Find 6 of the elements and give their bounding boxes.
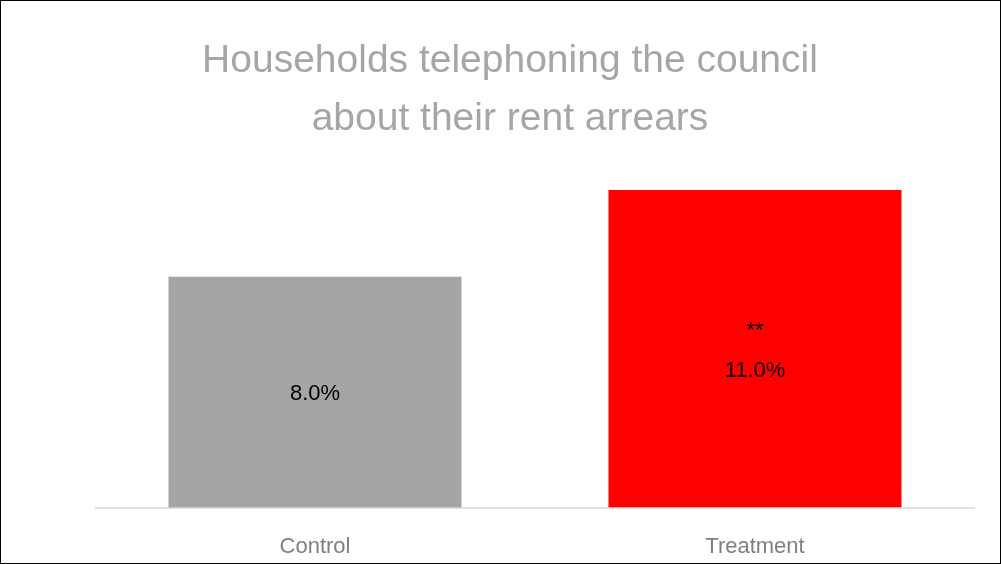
data-label: 11.0% <box>724 357 786 382</box>
data-label: 8.0% <box>289 380 341 406</box>
x-tick-label: Treatment <box>705 533 805 558</box>
annotation: ** <box>746 317 764 342</box>
x-tick-label: Control <box>279 533 351 558</box>
chart-title: Households telephoning the council about their rent arrears <box>202 37 818 138</box>
